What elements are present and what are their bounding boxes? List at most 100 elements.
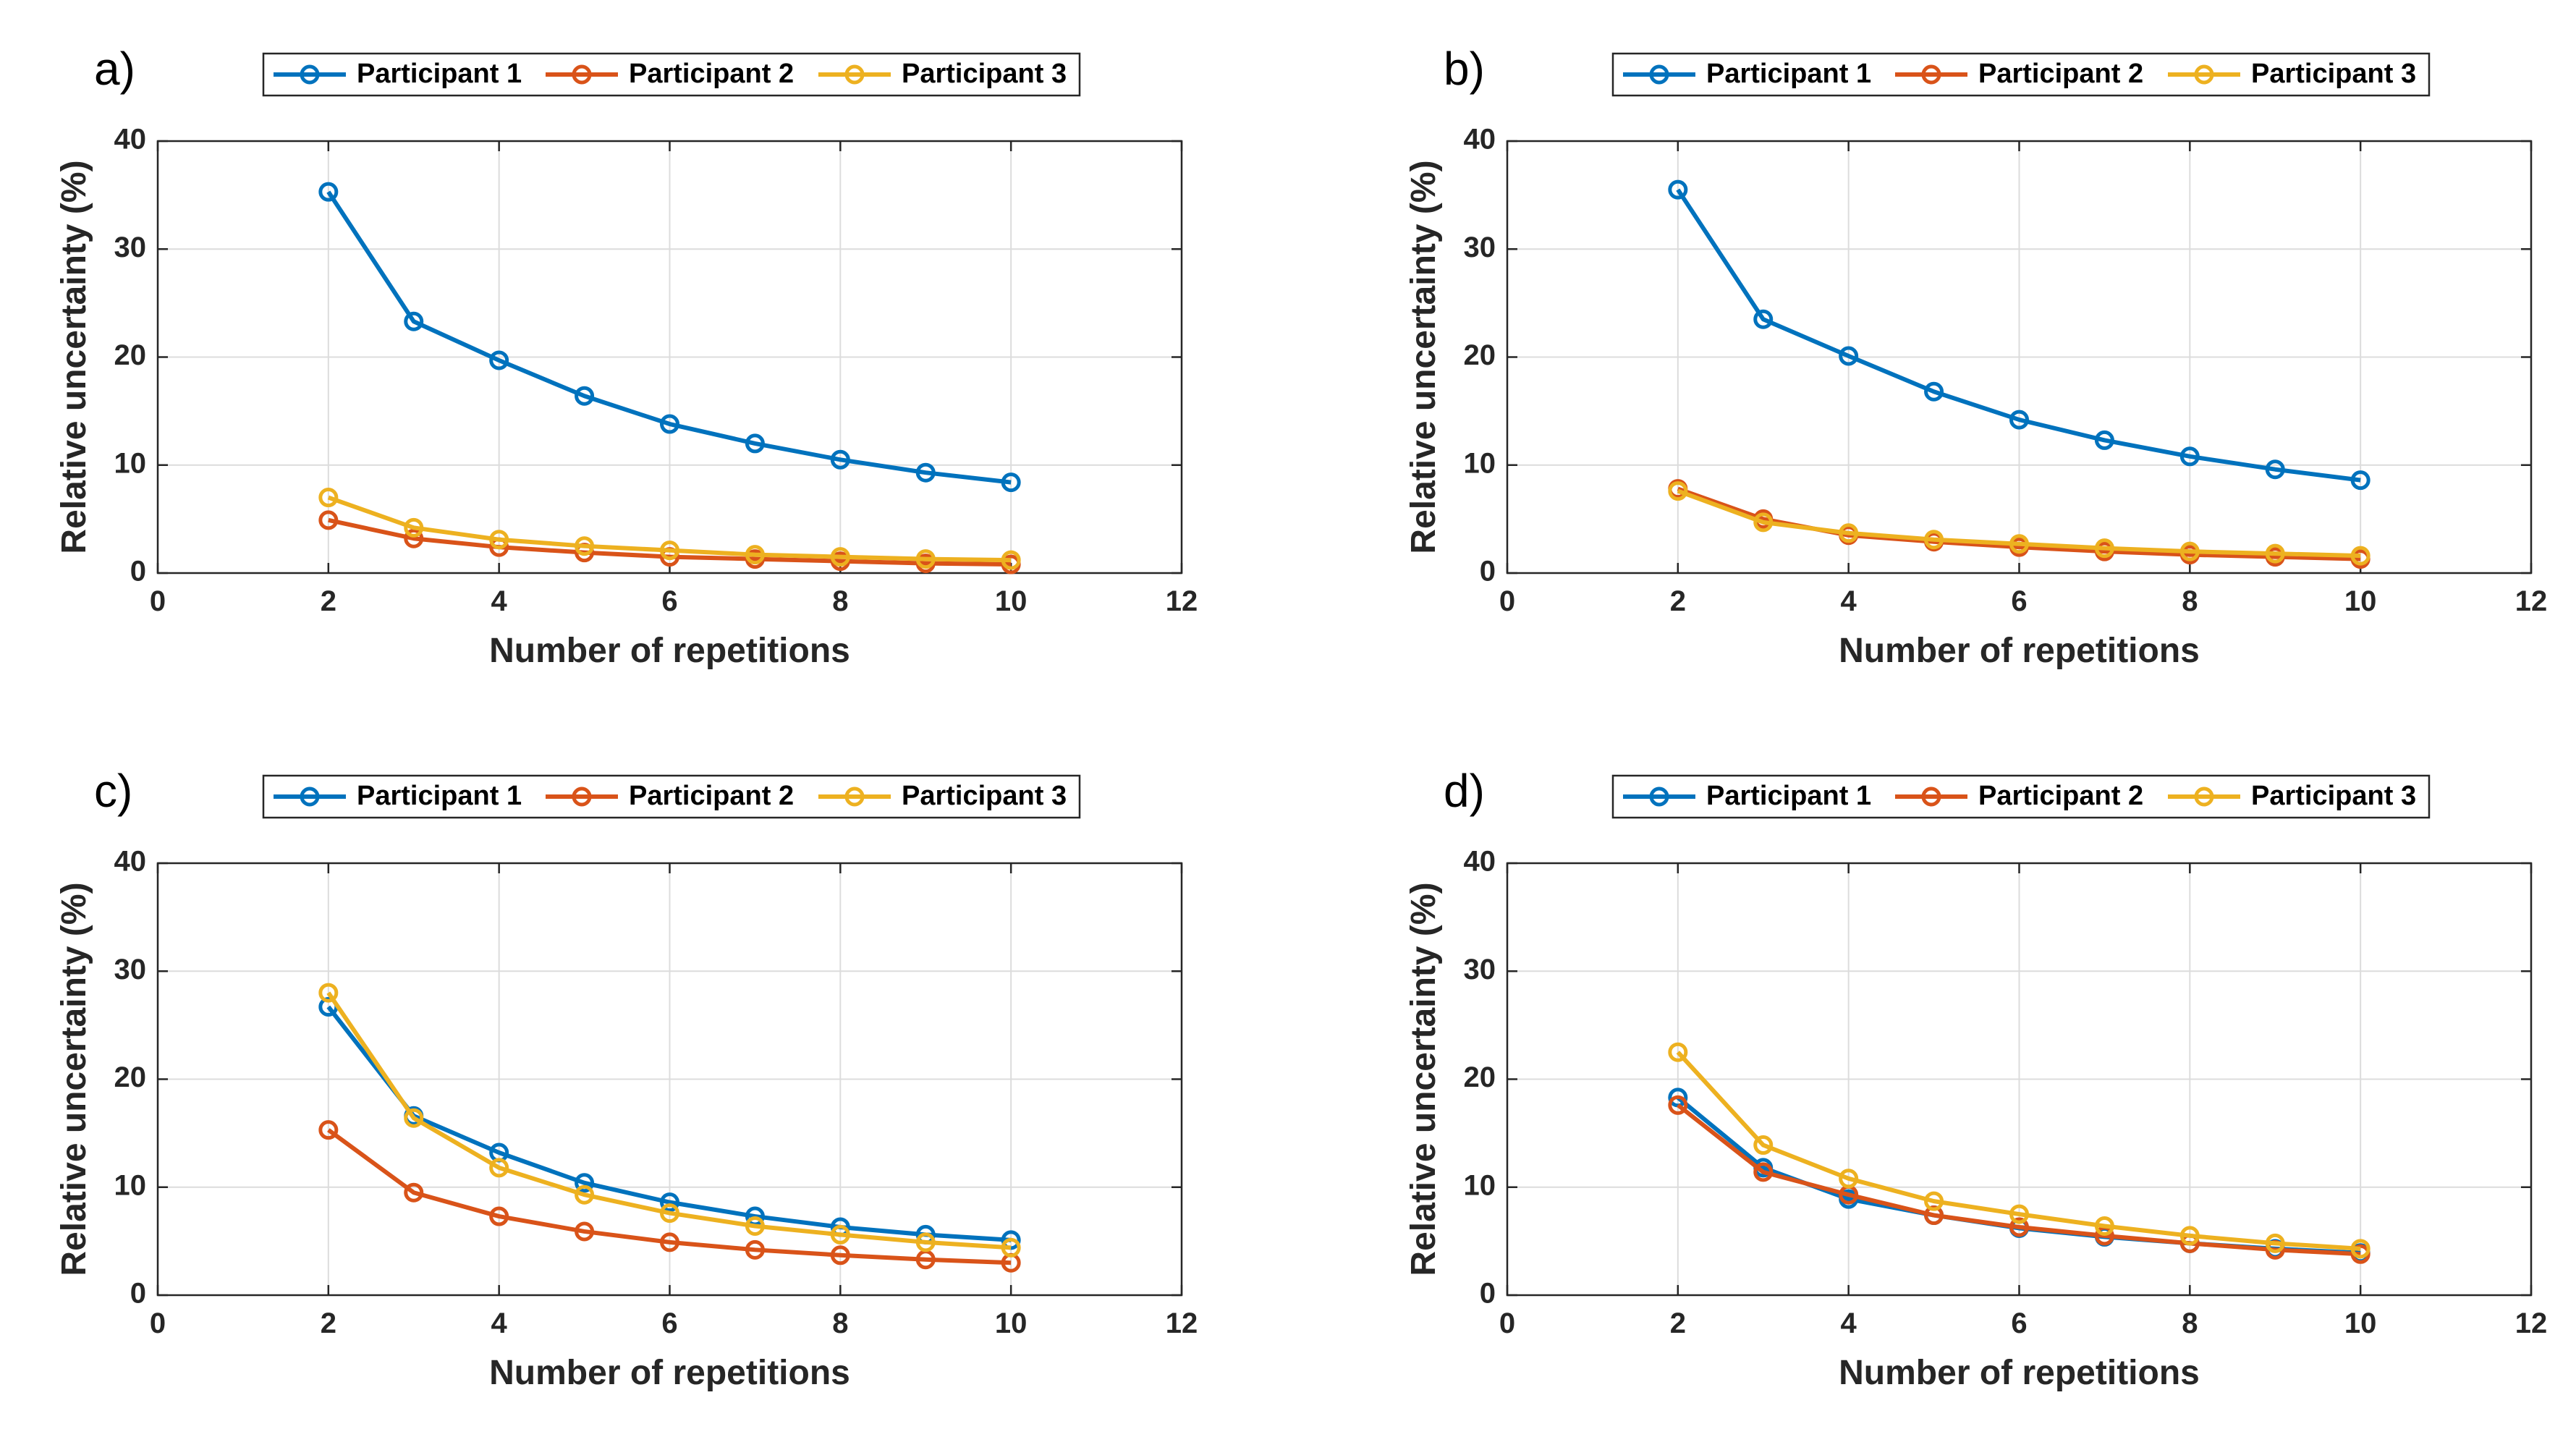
y-tick-label: 0 [1480, 556, 1496, 588]
y-tick-label: 0 [1480, 1278, 1496, 1310]
legend-label: Participant 3 [2251, 781, 2416, 811]
data-point-participant-3 [2265, 1233, 2285, 1253]
y-tick-label: 40 [1464, 846, 1496, 878]
data-point-participant-3 [2350, 546, 2370, 566]
x-tick-label: 10 [995, 1307, 1028, 1339]
data-point-participant-1 [404, 311, 424, 331]
data-point-participant-3 [745, 545, 765, 565]
data-point-participant-2 [2009, 1217, 2029, 1237]
x-tick-label: 4 [491, 1307, 508, 1339]
data-point-participant-3 [660, 1203, 679, 1224]
chart-panel-a: a) 0 2 4 6 8 10 12 0 10 20 30 40 Number of repetition… [55, 43, 1198, 670]
legend-box [1611, 52, 2431, 97]
data-point-participant-2 [318, 1120, 339, 1140]
legend: Participant 1 Participant 2 Participant 3 [1611, 52, 2431, 97]
data-point-participant-2 [575, 1221, 595, 1242]
legend-label: Participant 3 [902, 781, 1067, 811]
x-tick-label: 0 [150, 1307, 166, 1339]
data-point-participant-3 [318, 488, 339, 508]
data-point-participant-3 [2009, 534, 2029, 554]
data-point-participant-3 [915, 549, 936, 569]
x-axis-title: Number of repetitions [489, 1354, 850, 1392]
legend-label: Participant 1 [357, 781, 522, 811]
legend-swatch-marker [1649, 64, 1669, 85]
data-point-participant-3 [404, 517, 424, 538]
legend: Participant 1 Participant 2 Participant 3 [1611, 774, 2431, 819]
legend: Participant 1 Participant 2 Participant 3 [262, 52, 1081, 97]
data-point-participant-2 [1668, 1095, 1688, 1115]
series-line-participant-3 [1677, 488, 2361, 559]
y-tick-label: 10 [1464, 1169, 1496, 1201]
x-tick-label: 2 [1670, 585, 1686, 617]
x-tick-label: 8 [832, 1307, 848, 1339]
legend-label: Participant 1 [1706, 59, 1871, 89]
x-tick-label: 10 [2344, 1307, 2377, 1339]
data-point-participant-3 [2350, 1239, 2370, 1259]
y-tick-label: 20 [114, 339, 147, 371]
data-point-participant-2 [404, 1182, 424, 1203]
x-axis-title: Number of repetitions [489, 632, 850, 670]
data-point-participant-1 [660, 414, 679, 434]
data-point-participant-3 [2265, 543, 2285, 564]
data-point-participant-2 [1924, 1205, 1944, 1226]
data-point-participant-3 [1839, 1169, 1859, 1189]
x-tick-label: 2 [321, 1307, 336, 1339]
x-tick-label: 0 [150, 585, 166, 617]
legend-swatch-marker [1921, 787, 1941, 807]
data-point-participant-3 [489, 1158, 509, 1178]
panel-label: b) [1444, 43, 1485, 95]
data-point-participant-1 [1001, 472, 1021, 493]
data-point-participant-3 [1001, 1237, 1021, 1258]
x-axis-title: Number of repetitions [1839, 632, 2200, 670]
legend-swatch-marker [300, 787, 320, 807]
y-tick-label: 30 [114, 954, 147, 985]
x-tick-label: 4 [1841, 1307, 1857, 1339]
legend-swatch-marker [844, 64, 865, 85]
y-tick-label: 20 [1464, 1061, 1496, 1093]
chart-panel-d: d) 0 2 4 6 8 10 12 0 10 20 30 40 Number of repetition… [1404, 765, 2547, 1392]
panel-label: c) [94, 765, 132, 817]
legend-swatch-marker [1649, 787, 1669, 807]
legend-label: Participant 1 [1706, 781, 1871, 811]
legend-label: Participant 2 [1978, 781, 2143, 811]
data-point-participant-1 [489, 350, 509, 370]
x-tick-label: 8 [2182, 585, 2198, 617]
data-point-participant-1 [1924, 381, 1944, 402]
data-point-participant-1 [660, 1192, 679, 1213]
y-tick-label: 0 [130, 556, 146, 588]
data-point-participant-3 [1924, 1191, 1944, 1211]
data-point-participant-3 [2094, 538, 2114, 559]
series-line-participant-3 [1676, 1051, 2361, 1251]
x-tick-label: 0 [1499, 585, 1515, 617]
series-line-participant-1 [1676, 188, 2361, 483]
legend-box [1611, 774, 2431, 819]
data-point-participant-1 [1753, 309, 1774, 329]
data-point-participant-3 [1839, 523, 1859, 543]
x-tick-label: 10 [2344, 585, 2377, 617]
legend-swatch-marker [572, 787, 592, 807]
data-point-participant-2 [830, 1245, 850, 1265]
data-point-participant-3 [830, 1224, 850, 1245]
legend-label: Participant 1 [357, 59, 522, 89]
data-point-participant-3 [2009, 1204, 2029, 1224]
x-axis-title: Number of repetitions [1839, 1354, 2200, 1392]
series-line-participant-2 [327, 1128, 1012, 1265]
data-point-participant-1 [2350, 470, 2370, 491]
data-point-participant-3 [2179, 1226, 2200, 1246]
y-tick-label: 30 [1464, 954, 1496, 985]
y-tick-label: 40 [1464, 124, 1496, 156]
panel-label: d) [1444, 765, 1485, 817]
series-line-participant-3 [327, 495, 1012, 563]
x-tick-label: 2 [321, 585, 336, 617]
data-point-participant-3 [830, 547, 850, 567]
legend-swatch-marker [844, 787, 865, 807]
data-point-participant-1 [915, 462, 936, 483]
data-point-participant-2 [404, 528, 424, 548]
data-point-participant-1 [1839, 346, 1859, 366]
data-point-participant-1 [318, 182, 339, 202]
data-point-participant-1 [2179, 446, 2200, 467]
y-axis-title: Relative uncertainty (%) [1404, 160, 1443, 554]
y-tick-label: 30 [1464, 232, 1496, 263]
data-point-participant-3 [915, 1232, 936, 1252]
